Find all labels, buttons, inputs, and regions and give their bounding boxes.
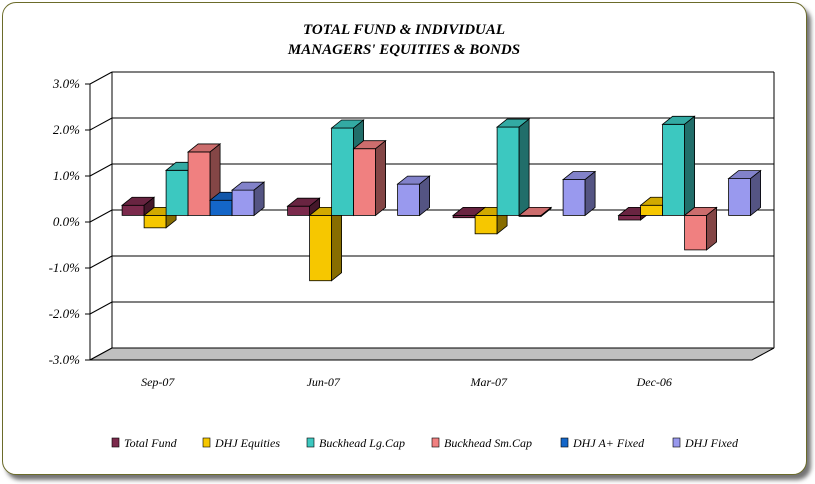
bar-dhj-fixed-sep-07 <box>230 181 266 217</box>
gridline-side <box>89 255 113 269</box>
bar-front <box>209 199 233 216</box>
x-tick-label: Dec-06 <box>636 375 672 389</box>
bar-front <box>287 205 311 216</box>
bar-buckhead-sm-cap-jun-07 <box>352 139 387 217</box>
bar-front <box>121 204 145 216</box>
legend-swatch-dhj-equities <box>202 437 211 448</box>
gridline-side <box>89 71 113 85</box>
bar-front <box>474 214 498 235</box>
bar-front <box>640 204 663 216</box>
y-tick-label: 3.0% <box>52 76 80 91</box>
bar-side <box>253 181 265 217</box>
bar-front <box>331 127 355 216</box>
bar-front <box>684 214 707 251</box>
bar-dhj-fixed-mar-07 <box>561 170 597 217</box>
bar-buckhead-sm-cap-mar-07 <box>517 206 553 218</box>
bar-front <box>662 123 685 216</box>
legend-label-total-fund: Total Fund <box>124 436 178 450</box>
bar-front <box>353 148 377 216</box>
bar-front <box>309 214 333 282</box>
bar-buckhead-sm-cap-dec-06 <box>683 206 718 251</box>
plot-area: -3.0% -2.0% -1.0% 0.0% 1.0% 2.0% 3.0% Sep-07 Jun… <box>49 71 775 389</box>
bar-dhj-fixed-jun-07 <box>396 175 431 217</box>
legend-swatch-buckhead-sm-cap <box>431 437 440 448</box>
bar-total-fund-sep-07 <box>120 196 156 217</box>
chart-title-line-2: MANAGERS' EQUITIES & BONDS <box>287 42 520 58</box>
bar-side <box>584 170 596 217</box>
legend-label-dhj-fixed: DHJ Fixed <box>684 436 739 450</box>
x-tick-label: Jun-07 <box>307 375 341 389</box>
bar-front <box>231 189 255 216</box>
bar-side <box>419 175 431 217</box>
bar-buckhead-lg-cap-dec-06 <box>661 115 696 217</box>
bar-side <box>331 206 343 282</box>
chart-title-line-1: TOTAL FUND & INDIVIDUAL <box>303 22 505 38</box>
bar-side <box>375 139 387 217</box>
y-tick-label: -2.0% <box>49 306 81 321</box>
y-tick-label: -3.0% <box>49 352 81 367</box>
y-tick-label: 1.0% <box>53 168 80 183</box>
x-tick-label: Mar-07 <box>470 375 508 389</box>
y-tick-label: 0.0% <box>53 214 80 229</box>
legend-swatch-dhj-a-fixed <box>560 437 569 448</box>
legend: Total Fund DHJ Equities Buckhead Lg.Cap Buc… <box>111 436 739 450</box>
bar-front <box>562 179 586 216</box>
chart-floor <box>89 347 775 361</box>
bar-side <box>684 115 695 217</box>
legend-swatch-buckhead-lg-cap <box>306 437 315 448</box>
legend-label-dhj-a-fixed: DHJ A+ Fixed <box>572 436 645 450</box>
bar-front <box>496 126 520 216</box>
legend-label-dhj-equities: DHJ Equities <box>214 436 280 450</box>
gridline-side <box>89 301 113 315</box>
y-tick-label: 2.0% <box>53 122 80 137</box>
bar-side <box>706 206 717 251</box>
bar-side <box>518 118 530 217</box>
legend-label-buckhead-sm-cap: Buckhead Sm.Cap <box>444 436 532 450</box>
legend-swatch-total-fund <box>111 437 120 448</box>
legend-swatch-dhj-fixed <box>672 437 681 448</box>
gridline-side <box>89 209 113 223</box>
gridline-side <box>89 117 113 131</box>
legend-label-buckhead-lg-cap: Buckhead Lg.Cap <box>319 436 405 450</box>
gridline-side <box>89 163 113 177</box>
bar-dhj-equities-jun-07 <box>308 206 343 282</box>
bar-dhj-fixed-dec-06 <box>727 169 762 217</box>
bar-front <box>187 151 211 216</box>
bar-side <box>750 169 761 217</box>
x-tick-label: Sep-07 <box>141 375 175 389</box>
bar-front <box>397 183 421 216</box>
chart-frame <box>2 2 807 475</box>
y-tick-label: -1.0% <box>49 260 81 275</box>
bar-front <box>165 169 189 216</box>
bar-front <box>618 214 641 221</box>
bar-side <box>540 206 552 218</box>
bar-front <box>143 214 167 229</box>
bar-front <box>728 178 751 216</box>
bar-buckhead-lg-cap-mar-07 <box>495 118 531 217</box>
bar-total-fund-jun-07 <box>286 197 321 217</box>
